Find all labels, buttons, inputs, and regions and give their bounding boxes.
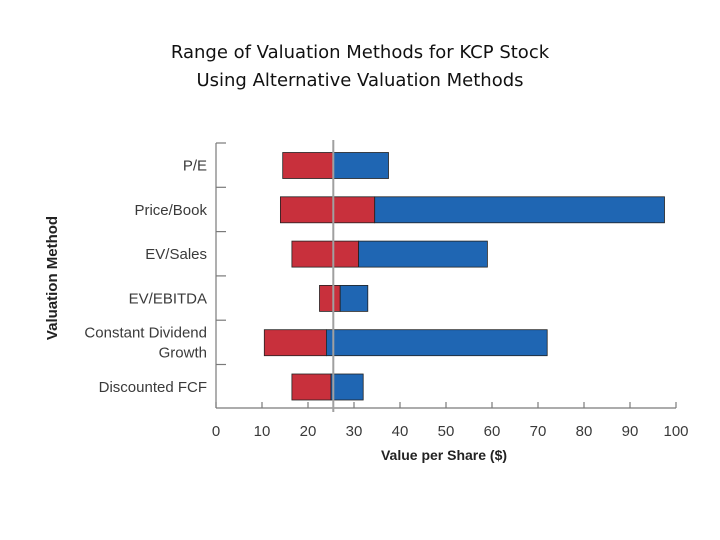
bar-low-segment xyxy=(291,240,359,268)
bar-low-segment xyxy=(263,329,327,357)
chart-title: Range of Valuation Methods for KCP Stock xyxy=(170,42,550,63)
category-label: EV/EBITDA xyxy=(129,290,207,307)
category-label: Growth xyxy=(159,345,207,362)
category-label: Constant Dividend xyxy=(84,325,207,342)
bar-low-segment xyxy=(279,196,376,224)
y-axis-title: Valuation Method xyxy=(44,216,61,340)
x-tick-label: 30 xyxy=(346,423,363,440)
x-tick-label: 50 xyxy=(438,423,455,440)
category-label: EV/Sales xyxy=(145,246,207,263)
bar-low-segment xyxy=(319,284,341,312)
bar-high-segment xyxy=(358,240,488,268)
x-axis-title: Value per Share ($) xyxy=(381,447,507,463)
category-label: Price/Book xyxy=(134,202,207,219)
x-tick-label: 90 xyxy=(622,423,639,440)
category-label: Discounted FCF xyxy=(99,379,207,396)
bar-high-segment xyxy=(325,329,548,357)
x-tick-label: 20 xyxy=(300,423,317,440)
bar-high-segment xyxy=(374,196,665,224)
bar-high-segment xyxy=(339,284,369,312)
x-tick-label: 10 xyxy=(254,423,271,440)
bar-low-segment xyxy=(291,373,332,401)
x-tick-label: 80 xyxy=(576,423,593,440)
bar-low-segment xyxy=(282,152,334,179)
x-tick-label: 0 xyxy=(212,423,220,440)
x-tick-label: 40 xyxy=(392,423,409,440)
x-tick-label: 60 xyxy=(484,423,501,440)
bar-high-segment xyxy=(332,152,389,179)
bar-high-segment xyxy=(330,373,364,401)
category-label: P/E xyxy=(183,158,207,175)
x-tick-label: 100 xyxy=(663,423,688,440)
chart-subtitle: Using Alternative Valuation Methods xyxy=(196,70,524,91)
x-tick-label: 70 xyxy=(530,423,547,440)
